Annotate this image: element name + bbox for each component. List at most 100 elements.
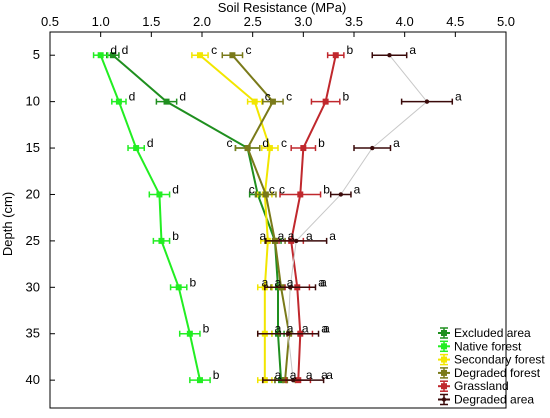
x-tick-label: 4.0 xyxy=(396,14,414,29)
series-line xyxy=(99,54,201,381)
significance-letter: d xyxy=(110,43,117,57)
significance-letter: c xyxy=(269,182,275,196)
legend-label: Secondary forest xyxy=(454,353,545,367)
x-tick-label: 1.0 xyxy=(92,14,110,29)
legend-item: Native forest xyxy=(438,339,522,353)
significance-letter: a xyxy=(321,368,328,382)
significance-letter: c xyxy=(265,90,271,104)
x-tick-label: 0.5 xyxy=(41,14,59,29)
data-point xyxy=(97,52,104,59)
legend-item: Secondary forest xyxy=(438,353,545,367)
y-tick-label: 5 xyxy=(33,47,40,62)
significance-letter: a xyxy=(260,229,267,243)
significance-letter: a xyxy=(287,275,294,289)
significance-letter: a xyxy=(306,368,313,382)
legend-marker xyxy=(441,369,447,376)
x-axis-ticks: 0.5 1.0 1.5 2.0 2.5 3.0 3.5 4.0 4.5 5.0 xyxy=(41,14,515,37)
significance-letter: a xyxy=(318,275,325,289)
data-point xyxy=(387,53,392,58)
data-point xyxy=(196,52,203,59)
significance-letter: d xyxy=(122,43,129,57)
significance-letter: a xyxy=(275,275,282,289)
significance-letter: a xyxy=(290,368,297,382)
significance-letter: b xyxy=(189,275,196,289)
significance-letter: a xyxy=(323,322,330,336)
x-tick-label: 4.5 xyxy=(446,14,464,29)
data-point xyxy=(300,145,307,152)
x-tick-label: 2.5 xyxy=(244,14,262,29)
legend-label: Grassland xyxy=(454,379,509,393)
data-point xyxy=(332,52,339,59)
significance-letters: d d c c b ad d c c b ad dc c b ad cc c b ab aa a a ab a aa aab a a a… xyxy=(110,43,462,382)
data-point xyxy=(229,52,236,59)
series-line xyxy=(287,54,428,381)
data-point xyxy=(287,285,293,290)
legend-item: Degraded area xyxy=(438,393,534,407)
x-tick-label: 5.0 xyxy=(497,14,515,29)
data-point xyxy=(163,98,170,105)
significance-letter: a xyxy=(393,136,400,150)
series-line xyxy=(199,54,271,381)
x-tick-label: 3.0 xyxy=(294,14,312,29)
y-axis-title: Depth (cm) xyxy=(0,192,15,256)
significance-letter: c xyxy=(246,43,252,57)
significance-letter: a xyxy=(287,322,294,336)
significance-letter: c xyxy=(226,136,232,150)
x-tick-label: 1.5 xyxy=(142,14,160,29)
significance-letter: a xyxy=(326,368,333,382)
data-point xyxy=(291,377,296,383)
significance-letter: b xyxy=(323,182,330,196)
significance-letter: a xyxy=(302,322,309,336)
data-point xyxy=(338,192,344,197)
significance-letter: a xyxy=(455,90,462,104)
significance-letter: d xyxy=(172,182,179,196)
y-tick-label: 15 xyxy=(26,140,40,155)
significance-letter: b xyxy=(318,136,325,150)
x-tick-label: 2.0 xyxy=(193,14,211,29)
significance-letter: c xyxy=(279,182,285,196)
y-tick-label: 25 xyxy=(26,233,40,248)
significance-letter: a xyxy=(275,368,282,382)
legend-item: Excluded area xyxy=(438,326,531,340)
significance-letter: c xyxy=(249,182,255,196)
significance-letter: a xyxy=(329,229,336,243)
data-point xyxy=(266,145,273,152)
significance-letter: b xyxy=(342,90,349,104)
data-point xyxy=(285,331,291,336)
legend-label: Native forest xyxy=(454,339,522,353)
legend-marker xyxy=(441,330,447,336)
legend-item: Grassland xyxy=(438,379,509,393)
legend-item: Degraded forest xyxy=(438,366,541,380)
data-point xyxy=(269,98,276,105)
significance-letter: a xyxy=(354,182,361,196)
significance-letter: a xyxy=(321,322,328,336)
data-point xyxy=(115,98,122,105)
data-point xyxy=(109,52,116,59)
y-tick-label: 20 xyxy=(26,186,40,201)
significance-letter: c xyxy=(281,136,287,150)
y-tick-label: 10 xyxy=(26,94,40,109)
plot-area-frame xyxy=(49,31,507,409)
series-degraded-area xyxy=(256,52,454,384)
significance-letter: b xyxy=(347,43,354,57)
significance-letter: b xyxy=(213,368,220,382)
data-point xyxy=(196,377,203,384)
significance-letter: a xyxy=(288,229,295,243)
y-tick-label: 35 xyxy=(26,326,40,341)
data-point xyxy=(322,98,329,105)
data-point xyxy=(251,98,258,105)
significance-letter: c xyxy=(286,90,292,104)
legend-marker xyxy=(441,356,447,363)
significance-letter: a xyxy=(275,322,282,336)
legend-label: Excluded area xyxy=(454,326,531,340)
significance-letter: b xyxy=(172,229,179,243)
significance-letter: d xyxy=(262,136,269,150)
data-point xyxy=(133,145,140,152)
significance-letter: a xyxy=(262,275,269,289)
significance-letter: a xyxy=(306,229,313,243)
significance-letter: a xyxy=(409,43,416,57)
series-line xyxy=(290,54,337,381)
significance-letter: d xyxy=(129,90,136,104)
